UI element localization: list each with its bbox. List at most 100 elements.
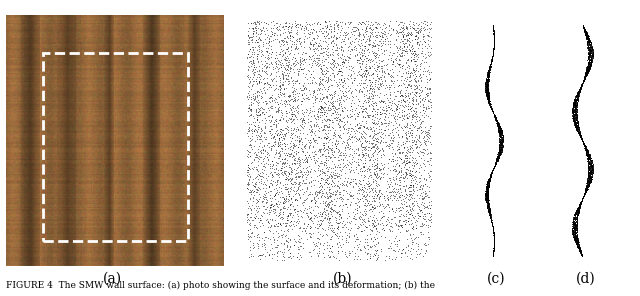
Point bbox=[408, 96, 418, 101]
Point bbox=[404, 106, 415, 111]
Point bbox=[488, 246, 499, 251]
Point bbox=[586, 176, 596, 181]
Point bbox=[572, 243, 582, 248]
Point bbox=[365, 58, 375, 62]
Point bbox=[394, 194, 404, 199]
Point bbox=[365, 38, 376, 42]
Point bbox=[275, 153, 285, 158]
Point bbox=[486, 58, 497, 62]
Point bbox=[246, 138, 256, 143]
Point bbox=[402, 158, 412, 163]
Point bbox=[355, 32, 365, 37]
Point bbox=[243, 212, 253, 217]
Point bbox=[260, 147, 271, 152]
Point bbox=[253, 168, 263, 173]
Point bbox=[350, 36, 360, 41]
Point bbox=[353, 22, 364, 27]
Point bbox=[572, 224, 582, 229]
Point bbox=[390, 103, 401, 107]
Point bbox=[488, 27, 499, 32]
Point bbox=[243, 187, 253, 192]
Point bbox=[257, 144, 268, 149]
Point bbox=[351, 232, 361, 237]
Point bbox=[359, 51, 369, 55]
Point bbox=[572, 208, 582, 213]
Point bbox=[347, 194, 357, 199]
Point bbox=[483, 90, 493, 95]
Point bbox=[326, 104, 337, 109]
Point bbox=[413, 79, 424, 84]
Point bbox=[367, 86, 377, 91]
Point bbox=[287, 136, 297, 140]
Point bbox=[570, 104, 580, 109]
Point bbox=[285, 26, 296, 30]
Point bbox=[367, 91, 377, 96]
Point bbox=[575, 250, 586, 254]
Point bbox=[497, 140, 507, 145]
Point bbox=[577, 82, 587, 86]
Point bbox=[323, 135, 333, 139]
Point bbox=[569, 118, 579, 122]
Point bbox=[481, 185, 492, 190]
Point bbox=[394, 57, 404, 62]
Point bbox=[579, 144, 589, 149]
Point bbox=[570, 101, 580, 106]
Point bbox=[251, 181, 261, 186]
Point bbox=[299, 190, 309, 194]
Point bbox=[247, 129, 257, 134]
Point bbox=[481, 93, 492, 98]
Point bbox=[571, 224, 581, 229]
Point bbox=[285, 25, 296, 30]
Point bbox=[388, 27, 398, 31]
Point bbox=[392, 132, 403, 136]
Point bbox=[572, 244, 582, 249]
Point bbox=[346, 139, 356, 144]
Point bbox=[391, 173, 401, 178]
Point bbox=[397, 28, 408, 33]
Point bbox=[585, 170, 595, 175]
Point bbox=[566, 110, 577, 115]
Point bbox=[290, 156, 300, 160]
Point bbox=[568, 108, 578, 113]
Point bbox=[490, 161, 500, 166]
Point bbox=[577, 81, 587, 86]
Point bbox=[273, 87, 284, 92]
Point bbox=[496, 134, 506, 139]
Point bbox=[586, 52, 596, 57]
Point bbox=[369, 205, 379, 210]
Point bbox=[255, 224, 265, 229]
Point bbox=[483, 204, 493, 208]
Point bbox=[572, 233, 582, 237]
Point bbox=[406, 83, 416, 87]
Point bbox=[377, 26, 387, 31]
Point bbox=[339, 60, 349, 65]
Point bbox=[586, 156, 596, 161]
Point bbox=[360, 71, 370, 75]
Point bbox=[328, 254, 338, 258]
Point bbox=[368, 154, 378, 159]
Point bbox=[379, 110, 389, 115]
Point bbox=[420, 182, 430, 187]
Point bbox=[341, 93, 351, 97]
Point bbox=[308, 55, 319, 60]
Point bbox=[309, 241, 319, 246]
Point bbox=[575, 201, 585, 205]
Point bbox=[314, 221, 324, 226]
Point bbox=[378, 32, 388, 36]
Point bbox=[260, 25, 271, 30]
Point bbox=[282, 173, 292, 178]
Point bbox=[489, 165, 499, 170]
Point bbox=[400, 153, 410, 158]
Point bbox=[492, 122, 502, 126]
Point bbox=[345, 189, 355, 194]
Point bbox=[576, 201, 586, 206]
Point bbox=[401, 40, 411, 45]
Point bbox=[573, 205, 584, 210]
Point bbox=[577, 81, 587, 86]
Point bbox=[572, 216, 582, 221]
Point bbox=[351, 136, 361, 140]
Point bbox=[330, 106, 340, 110]
Point bbox=[575, 201, 585, 206]
Point bbox=[388, 159, 398, 163]
Point bbox=[577, 139, 588, 143]
